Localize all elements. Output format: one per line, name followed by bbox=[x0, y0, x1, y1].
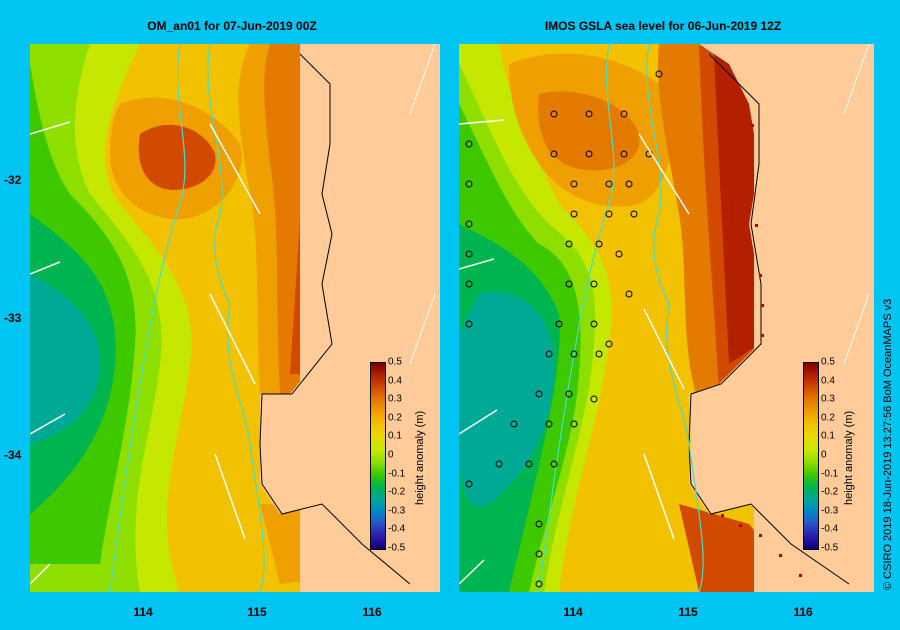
colorbar-tick: 0.4 bbox=[388, 375, 402, 387]
colorbar-tick: -0.5 bbox=[821, 542, 839, 554]
colorbar-tick: 0.3 bbox=[388, 393, 402, 405]
colorbar-tick: 0.3 bbox=[821, 393, 835, 405]
lon-label: 115 bbox=[247, 605, 267, 619]
coastal-markers bbox=[721, 124, 802, 577]
right-map bbox=[459, 44, 874, 592]
lon-label: 114 bbox=[563, 605, 583, 619]
lon-label: 116 bbox=[793, 605, 813, 619]
colorbar-tick: 0.1 bbox=[821, 430, 835, 442]
lat-label: -32 bbox=[4, 173, 22, 187]
lon-label: 116 bbox=[362, 605, 382, 619]
colorbar-tick: 0.1 bbox=[388, 430, 402, 442]
right-map-canvas bbox=[459, 44, 874, 592]
right-colorbar bbox=[803, 362, 819, 550]
colorbar-tick: -0.4 bbox=[388, 523, 406, 535]
right-panel-title: IMOS GSLA sea level for 06-Jun-2019 12Z bbox=[544, 19, 782, 33]
lat-label: -33 bbox=[4, 311, 22, 325]
right-colorbar-label: height anomaly (m) bbox=[843, 410, 855, 505]
lon-label: 114 bbox=[133, 605, 153, 619]
left-map bbox=[30, 44, 440, 592]
lat-label: -34 bbox=[4, 448, 22, 462]
lon-label: 115 bbox=[678, 605, 698, 619]
left-panel-title: OM_an01 for 07-Jun-2019 00Z bbox=[147, 19, 317, 33]
colorbar-tick: -0.3 bbox=[388, 505, 406, 517]
colorbar-tick: -0.2 bbox=[388, 486, 406, 498]
colorbar-tick: 0 bbox=[388, 449, 394, 461]
colorbar-tick: -0.2 bbox=[821, 486, 839, 498]
left-colorbar bbox=[370, 362, 386, 550]
colorbar-tick: -0.1 bbox=[821, 468, 839, 480]
colorbar-tick: -0.5 bbox=[388, 542, 406, 554]
colorbar-tick: 0.2 bbox=[821, 412, 835, 424]
left-map-canvas bbox=[30, 44, 440, 592]
colorbar-tick: -0.1 bbox=[388, 468, 406, 480]
colorbar-tick: 0.5 bbox=[821, 356, 835, 368]
colorbar-tick: 0 bbox=[821, 449, 827, 461]
colorbar-tick: 0.4 bbox=[821, 375, 835, 387]
left-colorbar-label: height anomaly (m) bbox=[414, 410, 426, 505]
credit-text: © CSIRO 2019 18-Jun-2019 13:27:56 BoM Oc… bbox=[882, 298, 894, 590]
colorbar-tick: 0.2 bbox=[388, 412, 402, 424]
altimeter-dots bbox=[465, 70, 663, 588]
colorbar-tick: -0.3 bbox=[821, 505, 839, 517]
colorbar-tick: 0.5 bbox=[388, 356, 402, 368]
colorbar-tick: -0.4 bbox=[821, 523, 839, 535]
